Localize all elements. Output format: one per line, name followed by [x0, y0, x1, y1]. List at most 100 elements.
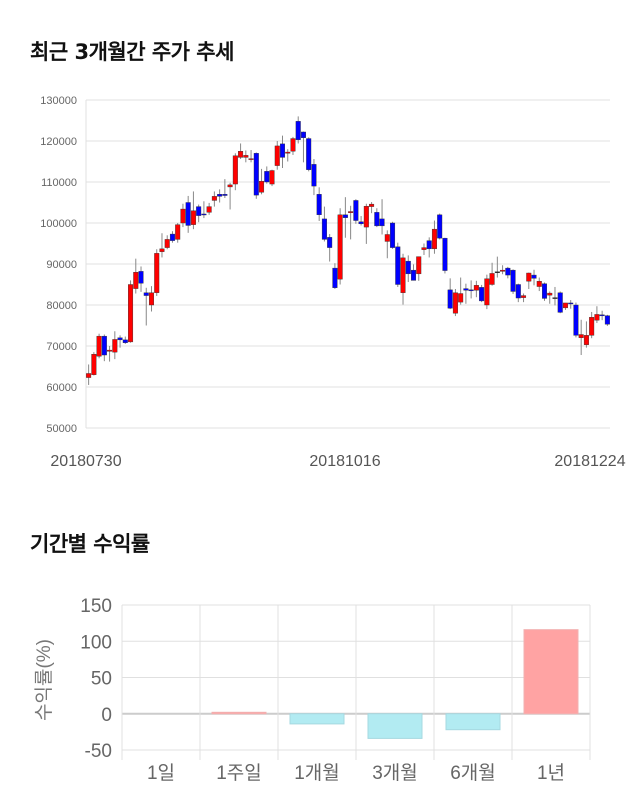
- candle-body: [122, 339, 128, 343]
- candle-body: [311, 164, 317, 187]
- candle-body: [363, 205, 369, 228]
- return-bar: [367, 713, 423, 739]
- y-axis-label: 수익률(%): [33, 639, 55, 721]
- candle-body: [568, 302, 574, 305]
- candle-body: [431, 228, 437, 250]
- x-tick-label: 20181016: [309, 453, 380, 470]
- y-tick-label: 0: [101, 705, 112, 726]
- return-bar: [445, 713, 501, 731]
- candle-body: [154, 253, 160, 293]
- candle-body: [500, 269, 506, 272]
- candle-body: [306, 138, 312, 170]
- candle-body: [185, 202, 191, 226]
- candle-body: [421, 247, 427, 250]
- return-bar: [523, 629, 579, 715]
- candle-body: [295, 121, 301, 140]
- candle-body: [489, 273, 495, 285]
- candle-body: [232, 155, 238, 185]
- candle-body: [473, 285, 479, 291]
- candle-body: [337, 214, 343, 280]
- candle-body: [264, 171, 270, 183]
- y-tick-label: 100: [80, 632, 112, 653]
- candle-body: [327, 237, 333, 248]
- candle-body: [426, 240, 432, 250]
- y-tick-label: 120000: [40, 136, 77, 148]
- y-tick-label: 130000: [40, 95, 77, 107]
- candle-body: [531, 274, 537, 279]
- x-tick-label: 1년: [537, 762, 565, 784]
- return-bar: [289, 713, 345, 725]
- y-tick-label: 90000: [46, 259, 77, 271]
- candle-body: [253, 153, 259, 196]
- y-tick-label: 80000: [46, 300, 77, 312]
- candle-body: [201, 213, 207, 216]
- candle-body: [463, 288, 469, 291]
- candle-body: [117, 337, 123, 341]
- candle-body: [599, 314, 605, 317]
- candle-body: [248, 158, 254, 160]
- candle-body: [505, 267, 511, 276]
- candle-body: [542, 283, 548, 299]
- candle-body: [390, 222, 396, 248]
- candle-body: [379, 218, 385, 227]
- candle-body: [238, 151, 244, 158]
- candle-body: [300, 131, 306, 138]
- candle-body: [468, 289, 474, 292]
- candle-body: [269, 170, 275, 185]
- candle-body: [227, 184, 233, 188]
- y-tick-label: 70000: [46, 341, 77, 353]
- candle-body: [290, 138, 296, 152]
- y-tick-label: -50: [85, 741, 112, 762]
- candle-body: [133, 272, 139, 289]
- candle-body: [107, 349, 113, 352]
- candle-body: [416, 256, 422, 275]
- candle-body: [573, 304, 579, 336]
- candle-body: [164, 239, 170, 248]
- y-tick-label: 50000: [46, 423, 77, 435]
- candle-body: [143, 292, 149, 296]
- y-tick-label: 50: [91, 669, 112, 690]
- candle-body: [342, 214, 348, 218]
- candle-body: [437, 214, 443, 239]
- candle-body: [128, 284, 134, 343]
- candle-body: [400, 257, 406, 293]
- candle-body: [96, 335, 102, 357]
- candle-body: [395, 246, 401, 285]
- candle-body: [521, 295, 527, 298]
- candle-body: [196, 206, 202, 216]
- candle-body: [101, 335, 107, 356]
- candle-body: [243, 155, 249, 158]
- candle-body: [510, 269, 516, 292]
- candle-body: [159, 248, 165, 252]
- x-tick-label: 1개월: [294, 762, 340, 784]
- candle-body: [285, 151, 291, 154]
- candle-body: [557, 292, 563, 313]
- candle-body: [280, 143, 286, 158]
- candle-body: [458, 293, 464, 303]
- candle-body: [369, 203, 375, 207]
- x-tick-label: 3개월: [372, 762, 418, 784]
- x-tick-label: 20181224: [554, 453, 625, 470]
- candle-body: [442, 237, 448, 271]
- candle-body: [484, 278, 490, 306]
- candle-body: [447, 289, 453, 309]
- candle-body: [583, 335, 589, 345]
- candle-body: [374, 212, 380, 227]
- candle-body: [316, 194, 322, 216]
- candle-body: [259, 180, 265, 193]
- candle-body: [452, 292, 458, 314]
- candle-body: [91, 354, 97, 375]
- candle-body: [348, 211, 354, 213]
- candle-body: [604, 315, 610, 325]
- y-tick-label: 100000: [40, 218, 77, 230]
- candlestick-chart: 130000 120000 110000 100000 90000 80000 70000 6…: [40, 95, 625, 470]
- returns-title: 기간별 수익률: [30, 532, 150, 556]
- candle-body: [148, 292, 154, 306]
- candle-body: [321, 218, 327, 240]
- candle-body: [594, 314, 600, 321]
- x-tick-label: 20180730: [50, 453, 121, 470]
- candle-body: [86, 373, 92, 378]
- y-tick-label: 110000: [41, 177, 77, 189]
- candle-body: [515, 284, 521, 299]
- candle-body: [353, 200, 359, 221]
